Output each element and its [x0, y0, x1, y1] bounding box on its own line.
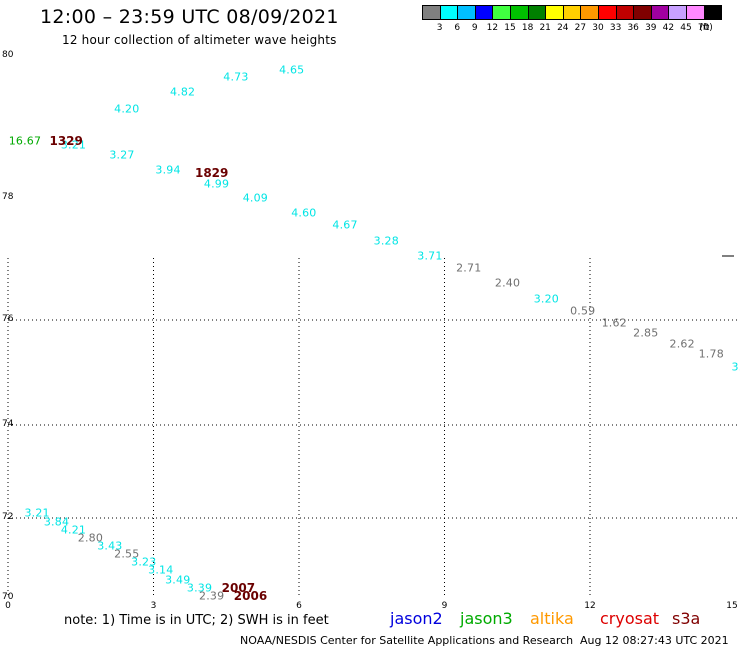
wave-height-reading: 4.73	[223, 70, 249, 84]
longitude-tick-label: 0	[5, 601, 11, 611]
wave-height-reading: 3.49	[165, 573, 191, 587]
wave-height-reading: 4.21	[60, 523, 87, 537]
wave-height-reading: 1.62	[601, 316, 627, 330]
wave-height-reading: 4.99	[203, 177, 230, 191]
legend-label: 3	[436, 23, 443, 33]
wave-height-reading: 4.20	[114, 102, 140, 116]
wave-height-reading: 4.65	[279, 63, 305, 77]
wave-height-reading: 3.71	[417, 249, 443, 263]
wave-height-reading: 3.14	[148, 563, 174, 577]
pass-time-label: 2006	[233, 589, 268, 603]
wave-height-reading: 3.94	[155, 163, 181, 177]
legend-label: 27	[574, 23, 587, 33]
latitude-tick-label: 76	[2, 314, 14, 324]
legend-swatch	[703, 5, 723, 20]
wave-height-reading: 3.27	[109, 148, 135, 162]
longitude-tick-label: 12	[584, 601, 596, 611]
legend-label: 18	[521, 23, 534, 33]
wave-height-reading: 3.28	[373, 234, 399, 248]
latitude-tick-label: 80	[2, 50, 14, 60]
legend-label: 33	[609, 23, 622, 33]
legend-label: 70	[697, 23, 710, 33]
legend-label: 24	[557, 23, 569, 33]
legend-label: 36	[627, 23, 639, 33]
wave-height-reading: 16.67	[8, 134, 42, 148]
wave-height-reading: 2.80	[77, 531, 104, 545]
legend-label: 6	[454, 23, 461, 33]
wave-height-reading: 1.78	[698, 347, 724, 361]
latitude-tick-label: 72	[2, 512, 14, 522]
generated-timestamp: Aug 12 08:27:43 UTC 2021	[580, 634, 729, 647]
wave-height-reading: 3.43	[97, 539, 123, 553]
longitude-tick-label: 15	[726, 601, 738, 611]
wave-height-reading: 3.21	[24, 506, 50, 520]
legend-label: 21	[539, 23, 551, 33]
satellite-name-cryosat: cryosat	[600, 609, 660, 628]
satellite-name-jason3: jason3	[460, 609, 513, 628]
wave-height-reading: 2.71	[456, 261, 482, 275]
wave-height-reading: 2.40	[494, 276, 521, 290]
wave-height-reading: 3.	[731, 360, 740, 374]
wave-height-reading: 4.67	[332, 218, 358, 232]
legend-unit: (ft)	[699, 23, 713, 33]
longitude-tick-label: 3	[150, 601, 157, 611]
wave-height-reading: 2.39	[199, 589, 225, 603]
legend-label: 9	[471, 23, 478, 33]
units-note: note: 1) Time is in UTC; 2) SWH is in fe…	[64, 613, 329, 628]
satellite-name-s3a: s3a	[672, 609, 701, 628]
page-title: 12:00 – 23:59 UTC 08/09/2021	[40, 6, 339, 28]
satellite-name-jason2: jason2	[390, 609, 443, 628]
wave-height-reading: 4.09	[242, 191, 268, 205]
legend-label: 42	[662, 23, 675, 33]
credit-line: NOAA/NESDIS Center for Satellite Applica…	[240, 634, 574, 647]
page-subtitle: 12 hour collection of altimeter wave hei…	[62, 33, 337, 47]
legend-label: 12	[486, 23, 499, 33]
wave-height-reading: 3.84	[43, 515, 70, 529]
legend-label: 30	[592, 23, 604, 33]
pass-time-label: 1829	[194, 166, 229, 181]
wave-height-reading: 0.59	[570, 304, 596, 318]
longitude-tick-label: 6	[296, 601, 302, 611]
latitude-tick-label: 78	[2, 192, 14, 202]
wave-height-reading: 2.55	[114, 547, 140, 561]
latitude-tick-label: 70	[2, 592, 14, 602]
wave-height-reading: 2.85	[633, 326, 659, 340]
longitude-tick-label: 9	[441, 601, 448, 611]
latitude-tick-label: 74	[2, 419, 14, 429]
wave-height-reading: 3.23	[131, 555, 157, 569]
legend-label: 39	[645, 23, 657, 33]
legend-label: 45	[680, 23, 692, 33]
wave-height-reading: 4.60	[291, 206, 317, 220]
wave-height-reading: 4.82	[169, 85, 196, 98]
legend-label: 15	[504, 23, 516, 33]
satellite-name-altika: altika	[530, 609, 574, 628]
wave-height-reading: 3.39	[186, 581, 213, 595]
wave-height-reading: 2.62	[669, 337, 695, 351]
pass-time-label: 2007	[221, 581, 256, 595]
pass-time-label: 1329	[49, 134, 83, 149]
wave-height-reading: 3.21	[60, 138, 87, 152]
wave-height-reading: 3.20	[533, 292, 559, 306]
